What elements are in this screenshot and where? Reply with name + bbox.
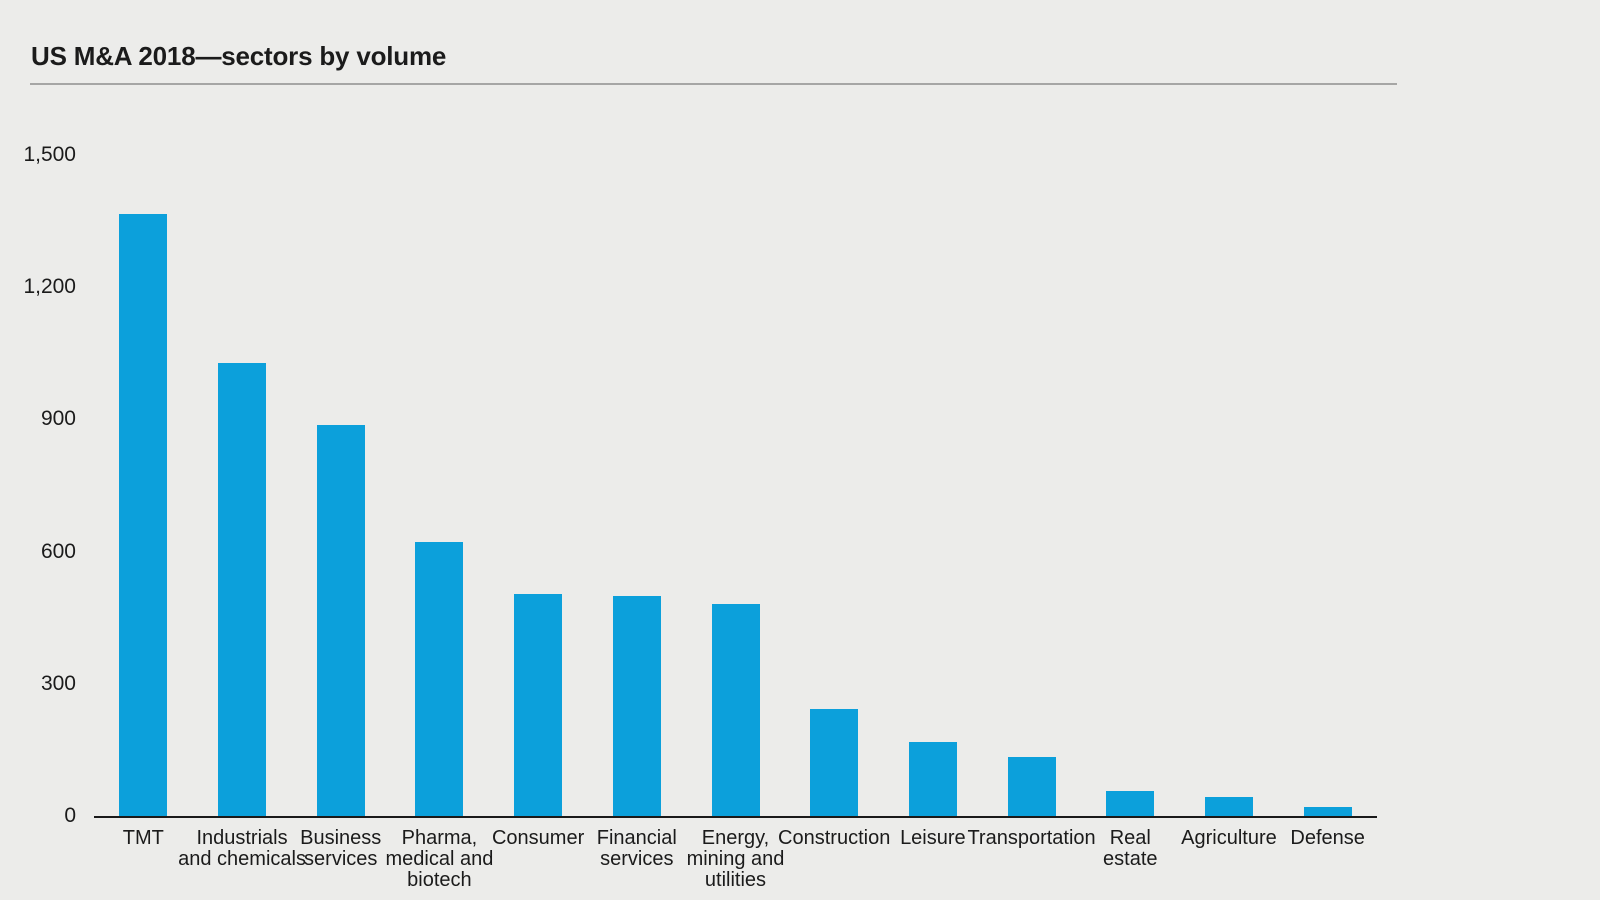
x-tick-label-tmt: TMT bbox=[122, 827, 164, 849]
bar-business-services bbox=[316, 425, 365, 816]
y-tick-label-1200: 1,200 bbox=[23, 275, 76, 299]
y-tick-label-0: 0 bbox=[64, 804, 76, 827]
bar-industrials-and-chemicals bbox=[218, 363, 267, 816]
plot-area: TMT Industrials and chemicals Business servi… bbox=[94, 155, 1377, 891]
bar-pharma-medical-and-biotech bbox=[415, 542, 464, 816]
x-tick-label-construction: Construction bbox=[778, 827, 891, 849]
bar-leisure bbox=[908, 741, 957, 816]
x-tick-label-pharma-medical-and-biotech: Pharma, medical and biotech bbox=[385, 827, 494, 891]
bar-financial-services bbox=[612, 596, 661, 816]
bar-real-estate bbox=[1106, 791, 1155, 816]
x-tick-label-consumer: Consumer bbox=[491, 827, 585, 849]
x-tick-label-agriculture: Agriculture bbox=[1181, 827, 1277, 849]
x-tick-label-transportation: Transportation bbox=[967, 827, 1096, 849]
x-tick-label-real-estate: Real estate bbox=[1103, 827, 1158, 870]
chart-title: US M&A 2018—sectors by volume bbox=[31, 41, 447, 71]
x-tick-label-business-services: Business services bbox=[300, 827, 382, 870]
x-axis-line bbox=[94, 816, 1377, 818]
x-tick-label-industrials-and-chemicals: Industrials and chemicals bbox=[178, 827, 306, 870]
y-tick-label-900: 900 bbox=[40, 407, 76, 431]
x-tick-label-leisure: Leisure bbox=[900, 827, 966, 849]
y-tick-label-1500: 1,500 bbox=[23, 143, 76, 166]
bar-tmt bbox=[119, 213, 168, 816]
title-divider bbox=[30, 83, 1397, 85]
x-tick-label-energy-mining-and-utilities: Energy, mining and utilities bbox=[686, 827, 785, 891]
y-tick-label-600: 600 bbox=[40, 539, 76, 563]
x-tick-label-defense: Defense bbox=[1290, 827, 1365, 849]
bar-agriculture bbox=[1204, 796, 1253, 816]
bar-transportation bbox=[1007, 756, 1056, 816]
x-tick-label-financial-services: Financial services bbox=[596, 827, 677, 870]
bar-consumer bbox=[514, 593, 563, 816]
bar-defense bbox=[1303, 807, 1352, 816]
y-tick-label-300: 300 bbox=[40, 671, 76, 695]
bar-energy-mining-and-utilities bbox=[711, 604, 760, 816]
bar-construction bbox=[810, 708, 859, 816]
